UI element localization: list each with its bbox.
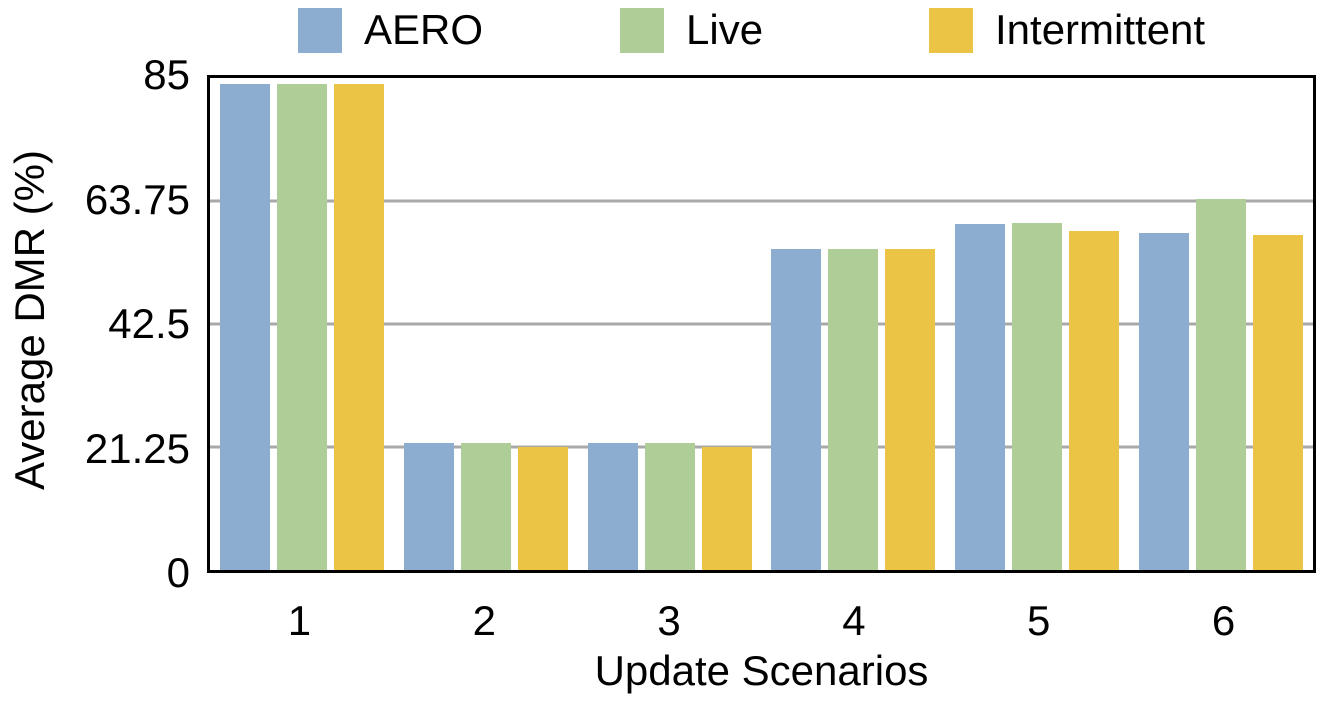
bar-live-scenario-6: [1196, 198, 1247, 570]
bar-group-scenario-6: [1129, 78, 1313, 570]
legend-entry-intermittent: Intermittent: [929, 7, 1205, 53]
bar-group-scenario-3: [578, 78, 762, 570]
gridline-42.5: [210, 322, 1313, 326]
x-tick-label-4: 4: [842, 597, 866, 644]
x-tick-label-1: 1: [287, 597, 312, 644]
legend-label-live: Live: [686, 6, 764, 53]
gridline-63.75: [210, 199, 1313, 203]
bar-group-scenario-2: [394, 78, 578, 570]
legend-label-aero: AERO: [364, 6, 484, 53]
bar-aero-scenario-2: [403, 442, 454, 570]
legend-label-intermittent: Intermittent: [995, 6, 1206, 53]
bar-aero-scenario-3: [587, 442, 638, 570]
bar-live-scenario-5: [1012, 223, 1063, 570]
bar-group-scenario-4: [761, 78, 945, 570]
y-tick-label-0: 0: [166, 549, 190, 596]
y-tick-label-21.25: 21.25: [84, 424, 190, 472]
bar-group-scenario-1: [210, 78, 394, 570]
bar-intermittent-scenario-2: [517, 446, 568, 570]
x-tick-label-5: 5: [1027, 597, 1051, 644]
x-tick-label-6: 6: [1211, 597, 1236, 644]
plot-area: [207, 75, 1316, 573]
x-axis-ticks: 1 2 3 4 5 6: [207, 600, 1316, 642]
legend-entry-aero: AERO: [298, 7, 483, 53]
y-tick-label-63.75: 63.75: [84, 175, 190, 223]
gridline-21.25: [210, 445, 1313, 449]
bar-groups: [210, 78, 1313, 570]
bar-aero-scenario-5: [955, 224, 1006, 570]
intermittent-swatch-icon: [929, 7, 973, 53]
bar-group-scenario-5: [945, 78, 1129, 570]
legend-entry-live: Live: [620, 7, 763, 53]
bar-intermittent-scenario-4: [885, 249, 936, 570]
bar-intermittent-scenario-5: [1069, 231, 1120, 570]
x-axis-title: Update Scenarios: [594, 647, 929, 694]
x-tick-label-3: 3: [657, 597, 681, 644]
bar-aero-scenario-1: [219, 83, 270, 570]
live-swatch-icon: [620, 7, 664, 53]
bar-intermittent-scenario-1: [333, 83, 384, 570]
bar-live-scenario-2: [460, 442, 511, 570]
y-tick-label-85: 85: [143, 51, 190, 98]
aero-swatch-icon: [298, 7, 342, 53]
bar-live-scenario-3: [644, 442, 695, 570]
y-axis-title: Average DMR (%): [6, 150, 53, 490]
bar-aero-scenario-6: [1139, 233, 1190, 570]
bar-aero-scenario-4: [771, 249, 822, 570]
y-tick-label-42.5: 42.5: [108, 300, 190, 347]
x-tick-label-2: 2: [472, 597, 496, 644]
bar-intermittent-scenario-6: [1253, 234, 1304, 570]
bar-intermittent-scenario-3: [701, 446, 752, 570]
bar-live-scenario-4: [828, 249, 879, 570]
bar-live-scenario-1: [276, 83, 327, 570]
legend: AERO Live Intermittent: [0, 0, 1322, 60]
